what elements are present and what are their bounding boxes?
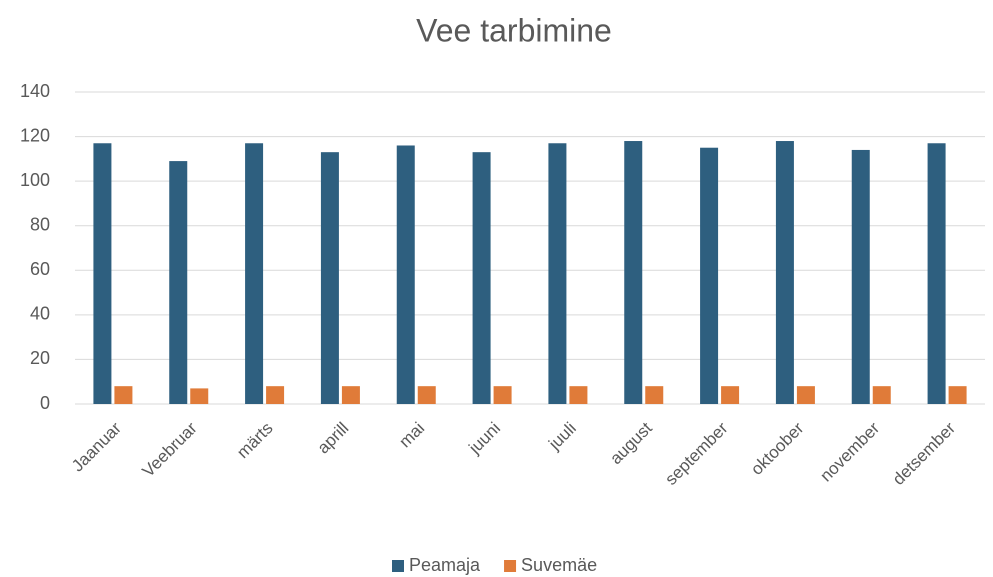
bar [851, 149, 870, 404]
y-tick-label: 40 [30, 304, 50, 324]
bar [493, 386, 512, 404]
chart-title: Vee tarbimine [416, 12, 612, 48]
y-tick-label: 100 [20, 170, 50, 190]
y-tick-label: 20 [30, 348, 50, 368]
x-tick-label: mai [395, 419, 428, 452]
y-tick-label: 140 [20, 81, 50, 101]
y-tick-label: 80 [30, 214, 50, 234]
bar [624, 141, 643, 404]
legend-swatch [504, 560, 517, 572]
bar [700, 147, 719, 404]
x-tick-label: juuni [465, 419, 505, 459]
x-tick-label: november [816, 418, 883, 485]
x-tick-label: august [606, 418, 656, 468]
legend-label: Suvemäe [521, 555, 597, 575]
x-tick-label: märts [233, 419, 276, 462]
x-tick-label: detsember [889, 418, 959, 488]
x-tick-label: Veebruar [139, 418, 201, 480]
x-tick-label: september [661, 418, 731, 488]
x-tick-label: oktoober [747, 418, 807, 478]
y-tick-label: 120 [20, 125, 50, 145]
bar [872, 386, 891, 404]
y-tick-label: 0 [40, 393, 50, 413]
bar [927, 143, 946, 404]
bar [320, 152, 339, 404]
bar [775, 141, 794, 404]
x-tick-label: Jaanuar [68, 418, 125, 475]
bar [796, 386, 815, 404]
bar [266, 386, 285, 404]
y-tick-label: 60 [30, 259, 50, 279]
bar [341, 386, 360, 404]
bar [569, 386, 588, 404]
bar [721, 386, 740, 404]
bar [93, 143, 112, 404]
bar [190, 388, 209, 404]
bar [645, 386, 664, 404]
x-tick-label: juuli [544, 419, 580, 455]
legend-swatch [392, 560, 404, 572]
bar [245, 143, 264, 404]
bar [396, 145, 415, 404]
bar [114, 386, 133, 404]
bar [169, 161, 188, 404]
legend-label: Peamaja [409, 555, 481, 575]
bar [948, 386, 967, 404]
x-tick-label: aprill [314, 419, 353, 458]
bar [548, 143, 567, 404]
bar [472, 152, 491, 404]
bar [417, 386, 436, 404]
